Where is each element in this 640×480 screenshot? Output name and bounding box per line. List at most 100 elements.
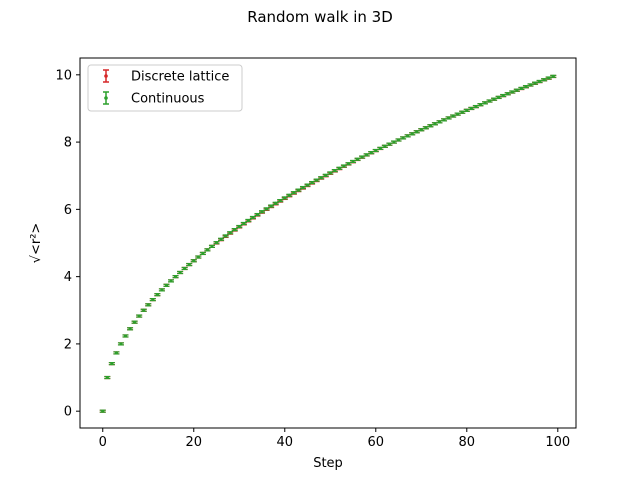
y-axis-label: √<r²> bbox=[29, 223, 44, 264]
data-point bbox=[410, 132, 414, 136]
data-point bbox=[242, 221, 246, 225]
data-point bbox=[283, 196, 287, 200]
data-point bbox=[237, 225, 241, 229]
y-tick-label: 2 bbox=[64, 337, 72, 352]
data-point bbox=[460, 110, 464, 114]
data-point bbox=[178, 270, 182, 274]
data-point bbox=[542, 78, 546, 82]
data-point bbox=[169, 279, 173, 283]
data-point bbox=[374, 149, 378, 152]
x-tick-label: 0 bbox=[99, 435, 107, 450]
x-tick-label: 40 bbox=[276, 435, 293, 450]
data-point bbox=[365, 153, 369, 157]
data-point bbox=[387, 142, 391, 146]
data-point bbox=[183, 266, 187, 270]
data-point bbox=[219, 237, 223, 241]
legend-marker-point bbox=[104, 96, 108, 100]
data-point bbox=[465, 108, 469, 112]
data-point bbox=[437, 120, 441, 124]
data-point bbox=[392, 140, 396, 144]
data-point bbox=[155, 293, 159, 297]
data-point bbox=[119, 342, 123, 346]
data-point bbox=[146, 303, 150, 307]
data-point bbox=[533, 81, 537, 85]
y-tick-label: 8 bbox=[64, 136, 72, 151]
data-point bbox=[137, 314, 141, 318]
data-point bbox=[274, 201, 278, 205]
data-point bbox=[424, 126, 428, 130]
data-point bbox=[251, 216, 255, 220]
data-point bbox=[419, 128, 423, 132]
data-point bbox=[528, 83, 532, 87]
data-point bbox=[483, 101, 487, 105]
y-axis-ticks: 0 2 4 6 8 10 bbox=[55, 68, 80, 420]
series-layer bbox=[99, 74, 557, 413]
data-point bbox=[360, 155, 364, 159]
data-point bbox=[278, 199, 282, 203]
data-point bbox=[151, 298, 155, 302]
data-point bbox=[369, 151, 373, 155]
plot-frame bbox=[79, 57, 577, 429]
data-point bbox=[492, 97, 496, 101]
data-point bbox=[224, 234, 228, 238]
data-point bbox=[233, 228, 237, 232]
data-point bbox=[478, 103, 482, 107]
x-tick-label: 80 bbox=[459, 435, 476, 450]
data-point bbox=[101, 409, 105, 413]
legend-items: Discrete lattice Continuous bbox=[103, 69, 229, 107]
data-point bbox=[397, 138, 401, 142]
data-point bbox=[324, 173, 328, 177]
x-tick-label: 20 bbox=[185, 435, 202, 450]
data-point bbox=[205, 248, 209, 252]
y-tick-label: 6 bbox=[64, 203, 72, 218]
data-point bbox=[456, 112, 460, 116]
data-point bbox=[519, 86, 523, 90]
data-point bbox=[428, 124, 432, 128]
data-point bbox=[133, 320, 137, 324]
data-point bbox=[315, 178, 319, 182]
data-point bbox=[228, 231, 232, 235]
data-point bbox=[433, 122, 437, 126]
data-point bbox=[287, 193, 291, 197]
legend-label: Discrete lattice bbox=[131, 70, 229, 85]
data-point bbox=[319, 176, 323, 180]
data-point bbox=[378, 146, 382, 150]
x-axis-ticks: 0 20 40 60 80 100 bbox=[99, 428, 570, 450]
data-point bbox=[342, 164, 346, 168]
data-point bbox=[474, 105, 478, 109]
data-point bbox=[301, 186, 305, 190]
data-point bbox=[333, 169, 337, 173]
legend: Discrete lattice Continuous bbox=[87, 64, 243, 112]
data-point bbox=[269, 204, 273, 208]
data-point bbox=[105, 376, 109, 380]
data-point bbox=[255, 213, 259, 217]
data-point bbox=[447, 116, 451, 120]
data-point bbox=[296, 188, 300, 192]
data-point bbox=[210, 244, 214, 248]
data-point bbox=[260, 210, 264, 214]
legend-marker-point bbox=[104, 74, 108, 78]
data-point bbox=[160, 288, 164, 292]
data-point bbox=[401, 136, 405, 140]
data-point bbox=[114, 351, 118, 355]
data-point bbox=[351, 159, 355, 163]
data-point bbox=[406, 134, 410, 138]
data-point bbox=[547, 76, 551, 80]
data-point bbox=[215, 241, 219, 245]
data-point bbox=[469, 106, 473, 110]
data-point bbox=[538, 79, 542, 83]
data-point bbox=[187, 263, 191, 267]
data-point bbox=[356, 157, 360, 161]
data-point bbox=[501, 94, 505, 98]
data-point bbox=[192, 259, 196, 263]
data-point bbox=[142, 308, 146, 312]
data-point bbox=[124, 334, 128, 338]
data-point bbox=[306, 183, 310, 187]
data-point bbox=[164, 283, 168, 287]
data-point bbox=[497, 95, 501, 99]
plot-area: 0 20 40 60 80 100 0 2 4 6 8 10 bbox=[55, 57, 577, 450]
series-continuous bbox=[99, 74, 557, 413]
data-point bbox=[246, 218, 250, 222]
data-point bbox=[346, 162, 350, 166]
